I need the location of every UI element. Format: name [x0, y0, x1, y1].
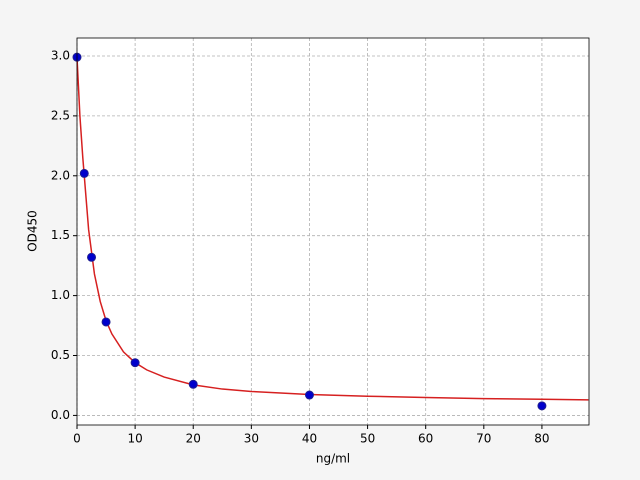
y-axis-label: OD450 — [26, 210, 40, 252]
x-tick-label: 0 — [73, 432, 81, 446]
data-point — [188, 379, 198, 389]
y-tick-label: 2.0 — [51, 168, 70, 182]
plot-area — [77, 38, 589, 425]
y-tick-label: 1.0 — [51, 288, 70, 302]
x-tick-label: 80 — [534, 432, 549, 446]
data-point — [79, 168, 89, 178]
data-point — [87, 252, 97, 262]
x-tick-label: 20 — [186, 432, 201, 446]
y-tick-label: 0.5 — [51, 348, 70, 362]
y-tick-label: 3.0 — [51, 48, 70, 62]
x-tick-label: 70 — [476, 432, 491, 446]
x-tick-label: 40 — [302, 432, 317, 446]
x-tick-label: 30 — [244, 432, 259, 446]
y-tick-label: 1.5 — [51, 228, 70, 242]
x-tick-label: 50 — [360, 432, 375, 446]
y-tick-label: 0.0 — [51, 408, 70, 422]
fit-line — [76, 57, 589, 401]
x-axis-label: ng/ml — [316, 452, 350, 466]
plot-frame — [76, 37, 590, 426]
x-tick-label: 60 — [418, 432, 433, 446]
data-point — [304, 390, 314, 400]
x-tick-label: 10 — [127, 432, 142, 446]
y-tick-label: 2.5 — [51, 108, 70, 122]
data-point — [537, 401, 547, 411]
data-point — [130, 358, 140, 368]
data-point — [101, 317, 111, 327]
